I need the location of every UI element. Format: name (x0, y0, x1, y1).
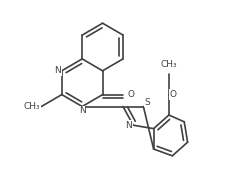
Text: N: N (54, 66, 61, 75)
Text: O: O (170, 90, 177, 99)
Text: S: S (145, 98, 150, 107)
Text: CH₃: CH₃ (161, 60, 177, 69)
Text: CH₃: CH₃ (24, 102, 40, 111)
Text: O: O (127, 90, 134, 99)
Text: N: N (79, 106, 86, 115)
Text: N: N (125, 121, 132, 130)
